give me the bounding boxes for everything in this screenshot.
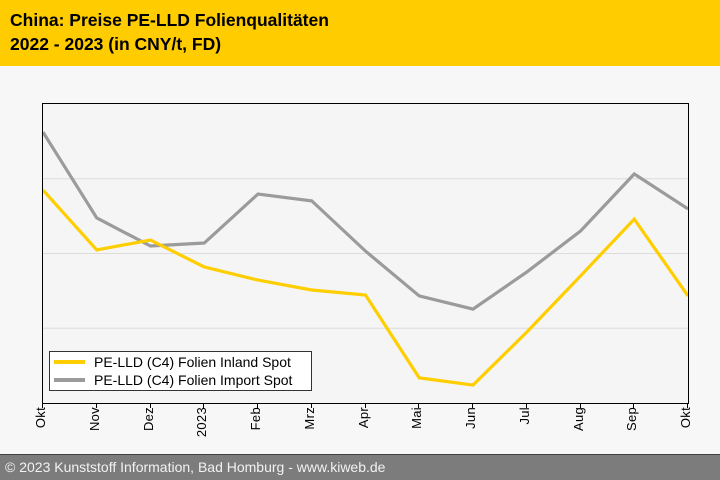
x-axis-label: 2023 bbox=[194, 407, 210, 438]
x-tick bbox=[149, 403, 151, 408]
series-line-import bbox=[43, 131, 688, 311]
x-axis-label: Nov bbox=[86, 407, 102, 432]
x-axis-label: Okt bbox=[678, 407, 693, 429]
legend-box: PE-LLD (C4) Folien Inland Spot PE-LLD (C… bbox=[49, 351, 312, 391]
x-axis-label: Okt bbox=[33, 407, 48, 429]
legend-item-import: PE-LLD (C4) Folien Import Spot bbox=[54, 371, 311, 389]
x-tick bbox=[472, 403, 473, 408]
copyright-text: © 2023 Kunststoff Information, Bad Hombu… bbox=[5, 459, 386, 475]
x-axis-label: Jun bbox=[463, 407, 478, 429]
x-axis-label: Dez bbox=[140, 407, 156, 432]
footer-bar: © 2023 Kunststoff Information, Bad Hombu… bbox=[0, 454, 720, 480]
x-tick bbox=[203, 403, 205, 408]
chart-title-line2: 2022 - 2023 (in CNY/t, FD) bbox=[10, 34, 222, 54]
x-axis-label: Aug bbox=[570, 407, 586, 432]
x-tick bbox=[687, 403, 688, 408]
legend-label-import: PE-LLD (C4) Folien Import Spot bbox=[94, 372, 293, 388]
x-axis-label: Feb bbox=[248, 407, 263, 431]
series-line-inland bbox=[43, 189, 688, 387]
legend-swatch-inland-line bbox=[54, 360, 85, 364]
legend-label-inland: PE-LLD (C4) Folien Inland Spot bbox=[94, 354, 291, 370]
x-tick bbox=[257, 403, 258, 408]
x-tick bbox=[633, 403, 635, 408]
line-chart bbox=[43, 131, 688, 387]
x-tick bbox=[418, 403, 420, 408]
x-axis-label: Mai bbox=[409, 407, 425, 429]
legend-swatch-import-line bbox=[54, 378, 85, 382]
chart-header: China: Preise PE-LLD Folienqualitäten 20… bbox=[0, 0, 720, 66]
x-tick bbox=[42, 403, 43, 408]
x-tick bbox=[310, 403, 312, 408]
x-axis-label: Jul bbox=[516, 407, 532, 425]
chart-title-line1: China: Preise PE-LLD Folienqualitäten bbox=[10, 10, 329, 30]
x-tick bbox=[525, 403, 527, 408]
x-tick bbox=[364, 403, 366, 408]
x-tick bbox=[579, 403, 581, 408]
x-axis-label: Apr bbox=[355, 407, 371, 429]
legend-item-inland: PE-LLD (C4) Folien Inland Spot bbox=[54, 353, 311, 371]
x-tick bbox=[95, 403, 97, 408]
x-axis-label: Sep bbox=[624, 407, 640, 432]
x-axis-label: Mrz bbox=[301, 407, 317, 430]
plot-area: PE-LLD (C4) Folien Inland Spot PE-LLD (C… bbox=[42, 103, 689, 404]
